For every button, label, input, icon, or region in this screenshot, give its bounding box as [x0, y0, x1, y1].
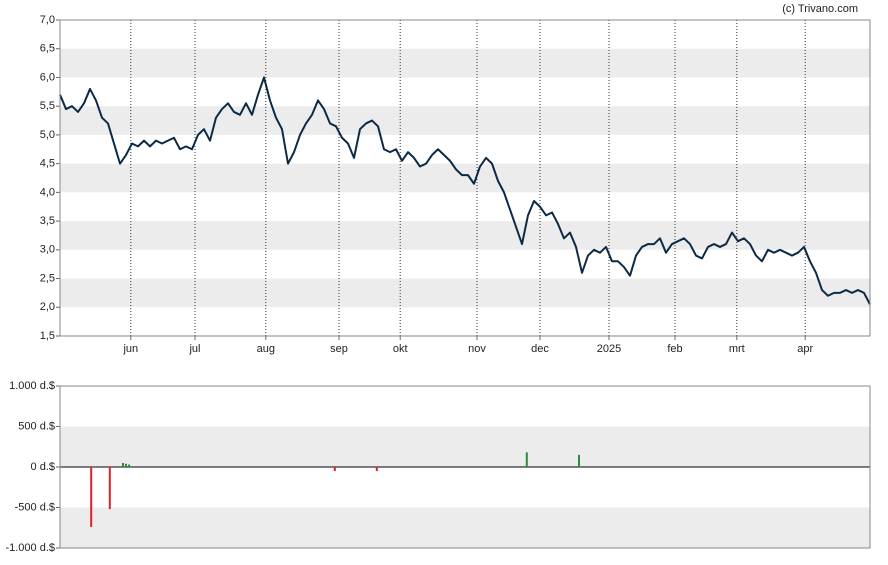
- y-tick-label: 7,0: [40, 14, 55, 26]
- x-tick-label: sep: [330, 343, 348, 355]
- plot-frame: [59, 385, 871, 549]
- y-tick-label: -1.000 d.$: [5, 542, 55, 554]
- bar: [122, 462, 124, 467]
- y-tick-label: 1.000 d.$: [9, 380, 55, 392]
- credit: (c) Trivano.com: [782, 3, 858, 15]
- x-tick-label: 2025: [597, 343, 621, 355]
- y-tick-label: 1,5: [40, 330, 55, 342]
- y-tick-label: 6,0: [40, 71, 55, 83]
- x-tick-label: dec: [531, 343, 549, 355]
- y-tick-label: 2,5: [40, 272, 55, 284]
- y-tick-label: 2,0: [40, 301, 55, 313]
- y-tick-label: 500 d.$: [18, 420, 55, 432]
- x-tick-label: apr: [797, 343, 813, 355]
- band: [60, 426, 870, 467]
- x-tick-label: feb: [667, 343, 682, 355]
- price-line: [59, 76, 871, 305]
- band: [60, 278, 870, 308]
- bar: [128, 464, 130, 467]
- band: [60, 163, 870, 193]
- plot-frame: [59, 19, 871, 337]
- y-tick-label: 5,5: [40, 100, 55, 112]
- x-tick-label: jul: [188, 343, 200, 355]
- bar: [125, 463, 127, 467]
- y-tick-label: 4,5: [40, 158, 55, 170]
- x-tick-label: okt: [393, 343, 408, 355]
- bar: [108, 467, 111, 510]
- bar: [578, 454, 580, 467]
- bar: [375, 467, 378, 472]
- band: [60, 48, 870, 78]
- bar: [525, 452, 528, 467]
- band: [60, 106, 870, 135]
- band: [60, 507, 870, 548]
- y-tick-label: 6,5: [40, 43, 55, 55]
- y-tick-label: 4,0: [40, 186, 55, 198]
- y-tick-label: 5,0: [40, 129, 55, 141]
- bar: [333, 467, 336, 472]
- y-tick-label: 3,5: [40, 215, 55, 227]
- x-tick-label: nov: [468, 343, 486, 355]
- y-tick-label: 0 d.$: [31, 461, 55, 473]
- y-tick-label: -500 d.$: [15, 501, 55, 513]
- bar: [90, 467, 93, 527]
- x-tick-label: aug: [257, 343, 275, 355]
- y-tick-label: 3,0: [40, 244, 55, 256]
- x-tick-label: jun: [122, 343, 138, 355]
- band: [60, 221, 870, 250]
- x-tick-label: mrt: [729, 343, 745, 355]
